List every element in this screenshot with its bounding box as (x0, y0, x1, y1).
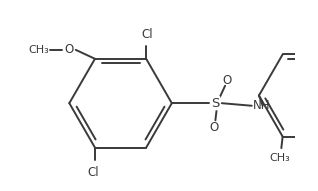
Text: O: O (210, 121, 219, 134)
Text: Cl: Cl (142, 28, 153, 41)
Text: CH₃: CH₃ (270, 153, 290, 163)
Text: O: O (222, 74, 232, 87)
Text: Cl: Cl (88, 166, 100, 179)
Text: O: O (65, 43, 74, 56)
Text: NH: NH (252, 99, 270, 112)
Text: CH₃: CH₃ (28, 45, 49, 55)
Text: S: S (211, 97, 219, 110)
